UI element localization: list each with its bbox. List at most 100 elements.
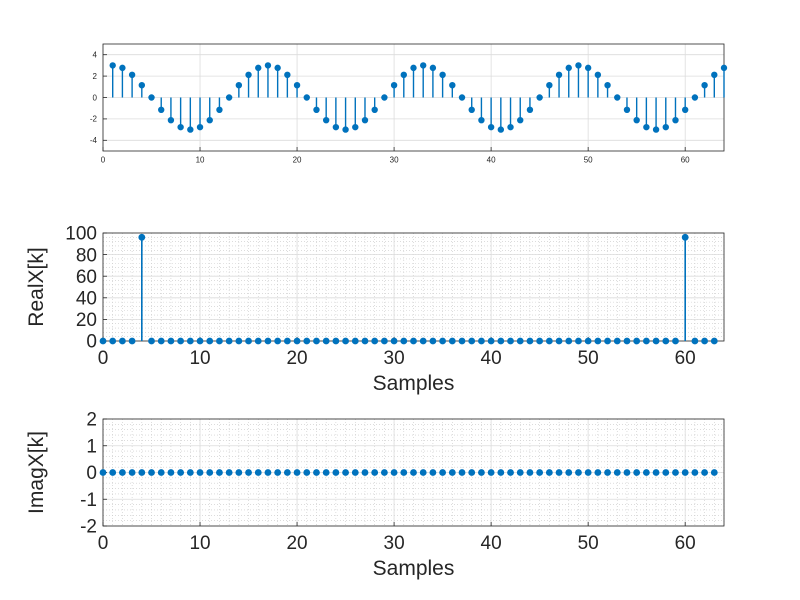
stem-marker bbox=[662, 123, 669, 131]
stem-marker bbox=[546, 81, 553, 89]
stem-marker bbox=[439, 469, 447, 476]
subplot-3: 0 10 20 30 40 50 60 -2 -1 0 1 2 Samples ImagX[k] bbox=[25, 410, 725, 580]
x-tick-label: 30 bbox=[384, 533, 405, 554]
stem-marker bbox=[652, 337, 660, 345]
stem-marker bbox=[400, 469, 408, 476]
stem-marker bbox=[167, 116, 175, 124]
stem-marker bbox=[148, 469, 155, 476]
stem-marker bbox=[642, 469, 650, 476]
stem-marker bbox=[254, 469, 262, 476]
minor-grid bbox=[102, 232, 725, 342]
stem-marker bbox=[507, 123, 514, 131]
stem-marker bbox=[177, 123, 184, 131]
stem-marker bbox=[109, 337, 117, 345]
stem-marker bbox=[148, 337, 155, 345]
stem-marker bbox=[390, 469, 398, 476]
stem-marker bbox=[264, 337, 272, 345]
x-tick-label: 40 bbox=[487, 155, 496, 164]
stem-marker bbox=[652, 126, 660, 133]
stem-marker bbox=[303, 94, 310, 101]
stem-marker bbox=[691, 337, 699, 345]
stem-marker bbox=[216, 337, 223, 345]
stem-marker bbox=[468, 337, 476, 345]
x-tick-label: 10 bbox=[189, 348, 210, 369]
stem-marker bbox=[565, 337, 573, 345]
x-tick-label: 60 bbox=[675, 533, 696, 554]
series-1 bbox=[99, 469, 718, 476]
stem-marker bbox=[429, 469, 437, 476]
stem-marker bbox=[410, 64, 417, 72]
stem-marker bbox=[701, 337, 708, 345]
stem-marker bbox=[255, 64, 262, 72]
stem-marker bbox=[584, 64, 592, 72]
stem-marker bbox=[322, 116, 330, 124]
stem-marker bbox=[313, 469, 320, 476]
stem-marker bbox=[128, 337, 136, 345]
stem-marker bbox=[167, 337, 175, 345]
stem-marker bbox=[623, 106, 631, 114]
stem-marker bbox=[720, 64, 728, 72]
stem-marker bbox=[206, 116, 213, 124]
stem-marker bbox=[575, 337, 582, 345]
stem-marker bbox=[371, 106, 378, 114]
stem-marker bbox=[109, 469, 117, 476]
stem-marker bbox=[555, 469, 563, 476]
x-tick-label: 40 bbox=[481, 348, 502, 369]
stem-marker bbox=[235, 337, 243, 345]
x-tick-label: 10 bbox=[196, 155, 205, 164]
stem-marker bbox=[536, 94, 543, 101]
stem-marker bbox=[497, 126, 505, 133]
stem-marker bbox=[410, 469, 417, 476]
stem-marker bbox=[565, 64, 572, 72]
stem-marker bbox=[293, 469, 301, 476]
stem-marker bbox=[662, 337, 670, 345]
stem-marker bbox=[419, 337, 427, 345]
stem-marker bbox=[652, 469, 660, 476]
stem-marker bbox=[371, 337, 379, 345]
stem-marker bbox=[672, 116, 679, 124]
x-tick-label: 30 bbox=[384, 348, 405, 369]
stem-marker bbox=[351, 337, 359, 345]
stem-marker bbox=[206, 469, 214, 476]
stem-marker bbox=[710, 337, 718, 345]
stem-marker bbox=[225, 337, 233, 345]
stem-marker bbox=[642, 337, 650, 345]
stem-marker bbox=[177, 337, 185, 345]
stem-marker bbox=[439, 71, 446, 79]
stem-marker bbox=[410, 337, 417, 345]
stem-marker bbox=[681, 233, 689, 241]
stem-marker bbox=[565, 469, 573, 476]
stem-marker bbox=[584, 337, 592, 345]
stem-marker bbox=[478, 116, 485, 124]
tick-labels: 0 10 20 30 40 50 60 -2 -1 0 1 2 bbox=[80, 410, 696, 554]
stem-marker bbox=[517, 116, 524, 124]
stem-marker bbox=[361, 116, 369, 124]
stem-marker bbox=[264, 469, 272, 476]
y-tick-label: -4 bbox=[90, 136, 98, 145]
stem-marker bbox=[342, 126, 349, 133]
stem-marker bbox=[604, 81, 611, 89]
stem-marker bbox=[594, 71, 602, 79]
stem-marker bbox=[157, 337, 165, 345]
stem-marker bbox=[701, 81, 708, 89]
stem-marker bbox=[216, 469, 223, 476]
stem-marker bbox=[575, 469, 582, 476]
stem-marker bbox=[468, 469, 476, 476]
stem-marker bbox=[400, 71, 407, 79]
stem-marker bbox=[225, 469, 233, 476]
stem-marker bbox=[293, 337, 301, 345]
stem-marker bbox=[390, 81, 398, 89]
stem-marker bbox=[235, 469, 243, 476]
stem-marker bbox=[322, 337, 330, 345]
stem-marker bbox=[157, 469, 165, 476]
stem-marker bbox=[351, 469, 359, 476]
y-tick-label: 0 bbox=[93, 93, 98, 102]
stem-marker bbox=[361, 469, 369, 476]
stem-marker bbox=[594, 469, 602, 476]
x-axis-label: Samples bbox=[373, 557, 455, 580]
stem-marker bbox=[138, 81, 146, 89]
stem-marker bbox=[701, 469, 708, 476]
x-tick-label: 0 bbox=[101, 155, 106, 164]
